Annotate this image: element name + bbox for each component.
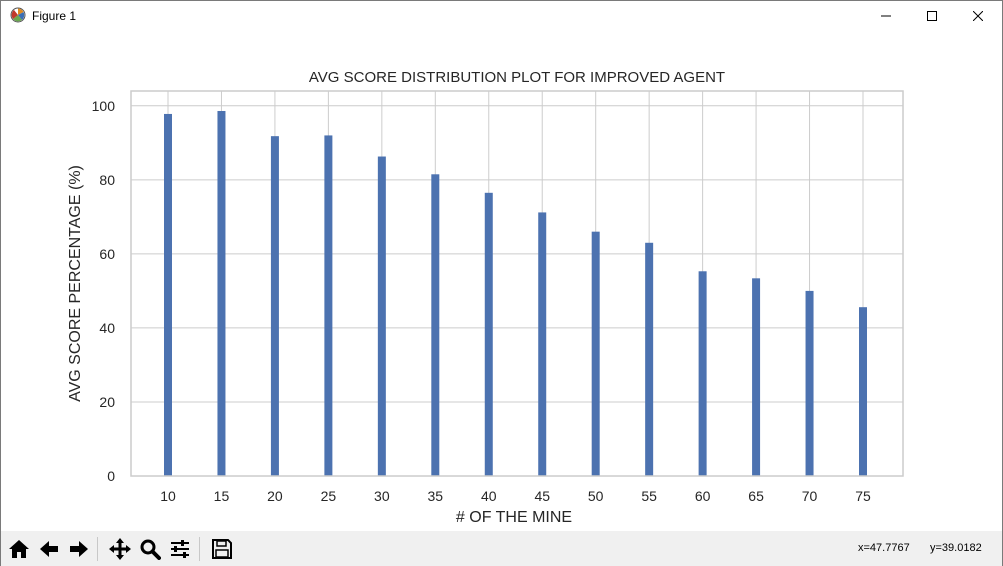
bar — [164, 113, 172, 477]
x-tick-label: 45 — [534, 488, 550, 504]
bar-chart: 10 15 20 25 30 35 40 45 50 55 60 65 70 75 0 20 40 60 80 100… — [67, 69, 904, 526]
bar — [431, 174, 440, 476]
axes-frame — [130, 90, 904, 477]
x-axis-label: # OF THE MINE — [456, 509, 572, 526]
save-icon — [212, 539, 232, 559]
x-tick-label: 50 — [588, 488, 604, 504]
back-icon — [40, 541, 58, 557]
bar — [377, 156, 386, 476]
bar — [805, 290, 814, 476]
x-tick-label: 65 — [748, 488, 764, 504]
x-tick-label: 15 — [214, 488, 230, 504]
close-icon — [973, 11, 983, 21]
x-tick-label: 20 — [267, 488, 283, 504]
chart-title: AVG SCORE DISTRIBUTION PLOT FOR IMPROVED… — [309, 69, 725, 86]
x-tick-label: 35 — [428, 488, 444, 504]
bar — [217, 110, 226, 476]
x-tick-label: 75 — [855, 488, 871, 504]
cursor-y-readout: y=39.0182 — [930, 542, 982, 554]
home-button[interactable] — [5, 535, 33, 563]
bar — [484, 192, 493, 476]
bar — [859, 307, 867, 476]
maximize-button[interactable] — [909, 1, 955, 31]
bar — [645, 242, 654, 476]
x-tick-label: 40 — [481, 488, 497, 504]
pan-icon — [109, 538, 131, 560]
toolbar-separator — [97, 537, 98, 561]
bar — [591, 231, 600, 476]
save-button[interactable] — [208, 535, 236, 563]
navigation-toolbar: x=47.7767 y=39.0182 — [1, 531, 1002, 566]
figure-canvas[interactable]: 10 15 20 25 30 35 40 45 50 55 60 65 70 75 0 20 40 60 80 100… — [1, 31, 1002, 531]
x-tick-label: 60 — [695, 488, 711, 504]
back-button[interactable] — [35, 535, 63, 563]
bar — [538, 212, 547, 476]
x-tick-label: 30 — [374, 488, 390, 504]
toolbar-separator — [199, 537, 200, 561]
configure-subplots-button[interactable] — [166, 535, 194, 563]
close-button[interactable] — [955, 1, 1001, 31]
bar — [698, 271, 707, 476]
y-tick-label: 40 — [99, 320, 115, 336]
x-tick-label: 10 — [160, 488, 176, 504]
y-tick-label: 20 — [99, 394, 115, 410]
window-title: Figure 1 — [32, 9, 77, 23]
bar — [752, 278, 761, 476]
zoom-button[interactable] — [136, 535, 164, 563]
x-tick-label: 55 — [641, 488, 657, 504]
x-tick-label: 25 — [321, 488, 337, 504]
home-icon — [9, 540, 29, 558]
y-axis-label: AVG SCORE PERCENTAGE (%) — [67, 165, 84, 402]
bar — [270, 136, 279, 476]
cursor-x-readout: x=47.7767 — [858, 542, 910, 554]
minimize-icon — [881, 15, 891, 17]
title-bar: Figure 1 — [1, 1, 1002, 31]
forward-icon — [70, 541, 88, 557]
x-tick-label: 70 — [802, 488, 818, 504]
minimize-button[interactable] — [863, 1, 909, 31]
configure-subplots-icon — [171, 540, 189, 558]
maximize-icon — [927, 11, 937, 21]
pan-button[interactable] — [106, 535, 134, 563]
y-tick-label: 0 — [107, 468, 115, 484]
y-tick-label: 80 — [99, 172, 115, 188]
zoom-icon — [140, 539, 161, 560]
matplotlib-icon — [10, 7, 26, 23]
y-tick-label: 100 — [92, 98, 116, 114]
y-tick-label: 60 — [99, 246, 115, 262]
forward-button[interactable] — [65, 535, 93, 563]
bar — [324, 135, 333, 476]
